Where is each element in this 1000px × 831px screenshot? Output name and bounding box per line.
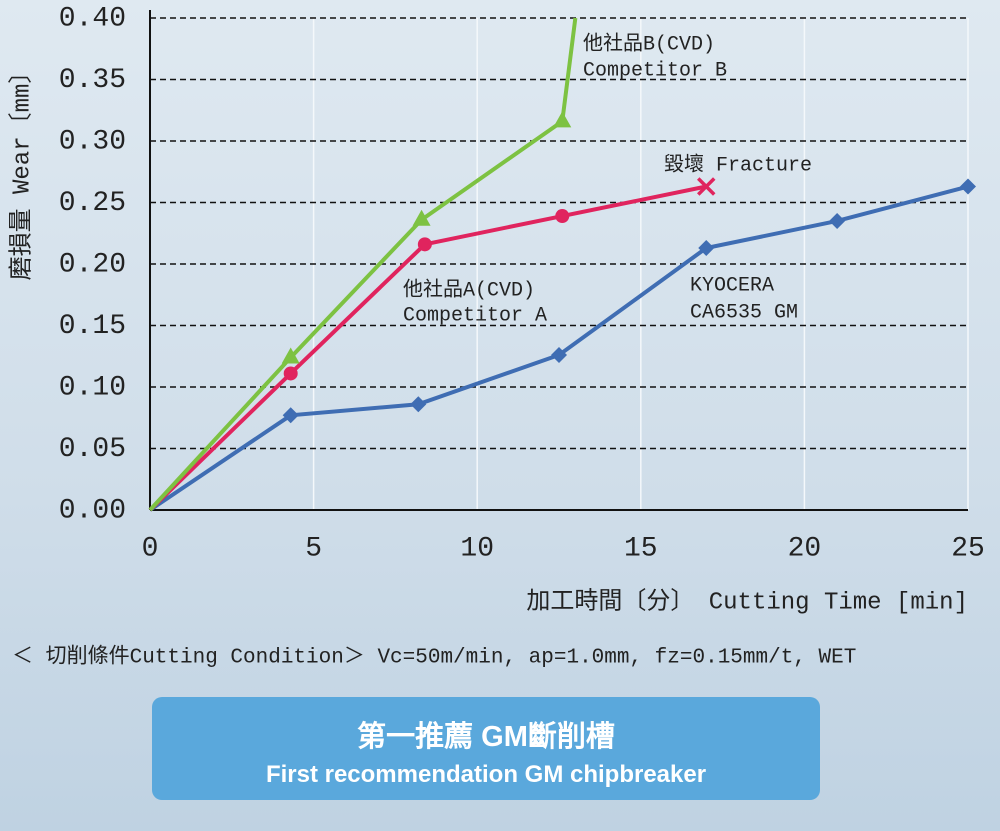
- y-tick-label: 0.30: [59, 126, 126, 157]
- marker: [829, 212, 846, 229]
- y-tick-label: 0.15: [59, 311, 126, 342]
- marker: [281, 347, 300, 364]
- x-tick-label: 0: [142, 533, 159, 564]
- marker: [412, 209, 431, 226]
- annotation: 他社品B(CVD): [583, 31, 715, 56]
- annotation: CA6535 GM: [690, 301, 798, 324]
- marker: [551, 347, 567, 364]
- condition: ＜ 切削條件Cutting Condition＞ Vc=50m/min, ap=…: [12, 645, 856, 670]
- marker: [417, 237, 432, 252]
- x-tick-label: 25: [951, 533, 985, 564]
- marker: [282, 407, 299, 424]
- y-tick-label: 0.00: [59, 495, 126, 526]
- x-tick-label: 15: [624, 533, 658, 564]
- marker: [555, 209, 570, 224]
- x-tick-label: 20: [788, 533, 822, 564]
- banner-subtitle: First recommendation GM chipbreaker: [265, 761, 707, 788]
- y-tick-label: 0.40: [59, 3, 126, 34]
- banner: 第一推薦 GM斷削槽 First recommendation GM chipb…: [152, 697, 820, 800]
- line: [148, 184, 707, 512]
- marker: [960, 178, 976, 195]
- marker: [553, 111, 572, 128]
- annotation: Competitor A: [403, 304, 547, 327]
- marker: [283, 366, 298, 381]
- y-axis-title: 磨損量 Wear〔mm〕: [7, 60, 36, 281]
- chart: 磨損量 Wear〔mm〕 加工時間〔分〕 Cutting Time [min] …: [7, 3, 985, 670]
- x-tick-label: 5: [305, 533, 322, 564]
- banner-title: 第一推薦 GM斷削槽: [357, 721, 615, 753]
- y-tick-label: 0.05: [59, 434, 126, 465]
- y-tick-label: 0.10: [59, 372, 126, 403]
- marker: [698, 240, 715, 257]
- annotation: 他社品A(CVD): [403, 277, 535, 302]
- marker: [697, 177, 716, 196]
- marker: [410, 396, 427, 413]
- x-axis-title: 加工時間〔分〕 Cutting Time [min]: [526, 587, 968, 616]
- y-tick-label: 0.35: [59, 65, 126, 96]
- annotation: KYOCERA: [690, 274, 774, 297]
- y-tick-label: 0.25: [59, 188, 126, 219]
- x-tick-label: 10: [460, 533, 494, 564]
- annotation: 毀壞 Fracture: [664, 152, 812, 177]
- y-tick-label: 0.20: [59, 249, 126, 280]
- annotation: Competitor B: [583, 59, 727, 82]
